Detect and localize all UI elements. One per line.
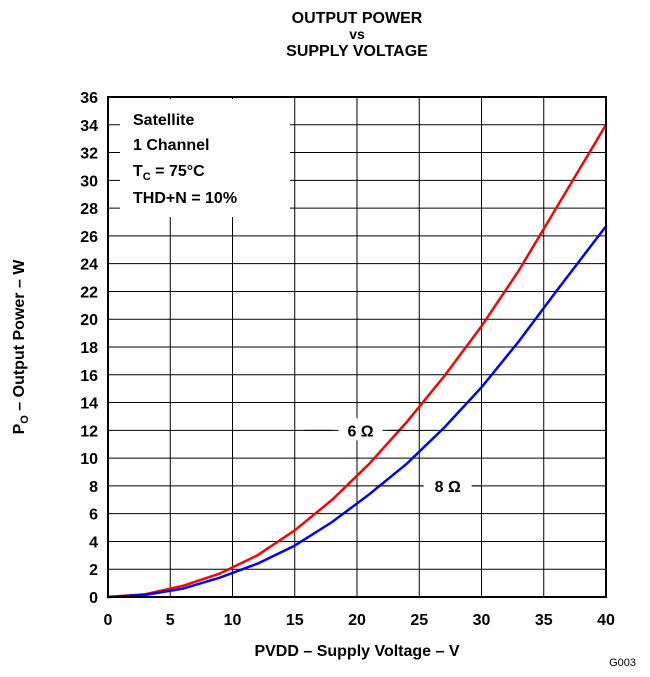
plot-frame [107,96,607,598]
y-tick-label: 2 [89,562,98,579]
x-tick-label: 15 [286,612,304,629]
x-tick-label: 35 [535,612,553,629]
y-tick-label: 30 [80,173,98,190]
condition-thd: THD+N = 10% [133,190,237,207]
x-tick-label: 10 [224,612,242,629]
y-tick-label: 28 [80,201,98,218]
y-axis-label-symbol: P [11,423,28,434]
x-tick-label: 20 [348,612,366,629]
y-tick-label: 10 [80,451,98,468]
y-tick-label: 20 [80,312,98,329]
y-tick-label: 26 [80,229,98,246]
x-axis-label: PVDD – Supply Voltage – V [254,643,459,660]
x-tick-label: 5 [166,612,175,629]
condition-temp-symbol: T [133,163,143,180]
y-tick-label: 16 [80,368,98,385]
series-layer [106,123,608,599]
y-axis-label-rest: – Output Power – W [11,259,28,415]
y-axis-label: PO – Output Power – W [11,259,31,435]
conditions-box-bg [120,99,290,217]
y-tick-label: 32 [80,146,98,163]
y-tick-label: 14 [80,396,98,413]
y-tick-label: 0 [89,590,98,607]
figure-id: G003 [609,657,636,669]
annotation-6-ohm-bg [338,418,383,441]
y-tick-label: 18 [80,340,98,357]
series-line-8-ohm [106,224,608,599]
y-tick-label: 8 [89,479,98,496]
chart-title-line-2: vs [349,26,365,42]
y-axis-label-subscript: O [19,415,31,424]
condition-temperature: TC = 75°C [133,163,205,183]
condition-temp-value: = 75°C [151,163,205,180]
condition-channel: 1 Channel [133,137,209,154]
x-tick-label: 0 [104,612,113,629]
y-tick-label: 22 [80,284,98,301]
y-tick-label: 6 [89,507,98,524]
y-tick-label: 34 [80,118,98,135]
chart-title-line-3: SUPPLY VOLTAGE [286,43,428,60]
y-tick-label: 12 [80,423,98,440]
y-tick-label: 24 [80,257,98,274]
series-annotations: 6 Ω 8 Ω [304,418,482,496]
y-tick-label: 4 [89,534,98,551]
condition-temp-subscript: C [143,171,151,183]
chart-title-line-1: OUTPUT POWER [291,10,423,27]
x-tick-label: 25 [410,612,428,629]
condition-satellite: Satellite [133,112,194,129]
x-tick-label: 30 [473,612,491,629]
y-tick-label: 36 [80,90,98,107]
conditions-box: Satellite 1 Channel TC = 75°C THD+N = 10… [120,99,290,217]
x-tick-label: 40 [597,612,615,629]
annotation-8-ohm-bg [423,473,472,496]
tick-labels: 0 5 10 15 20 25 30 35 40024681012141618202224262… [80,90,615,629]
annotation-8-ohm-label: 8 Ω [435,479,461,496]
annotation-6-ohm-label: 6 Ω [347,423,373,440]
series-line-6-ohm [106,123,608,599]
